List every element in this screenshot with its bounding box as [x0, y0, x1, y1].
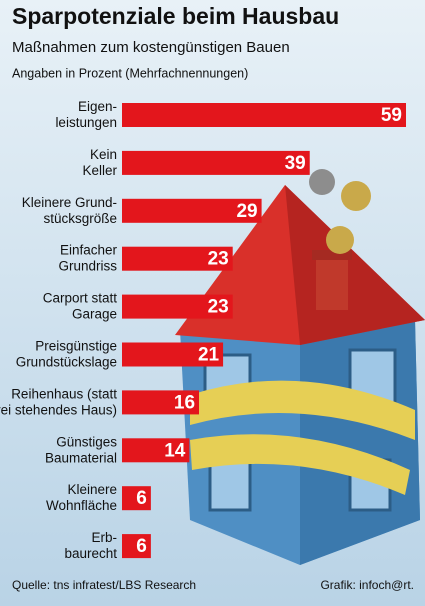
category-line: Baumaterial [45, 450, 117, 465]
category-line: Grundstückslage [16, 354, 117, 369]
value-label: 6 [136, 488, 147, 509]
category-line: Kein [90, 146, 117, 161]
value-label: 23 [208, 297, 229, 318]
category-line: stücksgröße [43, 210, 117, 225]
category-line: Garage [72, 306, 117, 321]
category-label: Eigen-leistungen [55, 99, 117, 130]
bar [122, 246, 233, 271]
category-label: Carport statt Garage [43, 290, 118, 321]
bar [122, 390, 200, 415]
category-line: Einfacher [60, 242, 118, 257]
bar [122, 486, 151, 511]
category-line: Preisgünstige [35, 338, 117, 353]
category-line: frei stehendes Haus) [0, 402, 117, 417]
value-label: 39 [285, 153, 306, 174]
category-line: Kleinere Grund- [22, 194, 117, 209]
value-label: 21 [198, 345, 220, 366]
bar [122, 438, 190, 463]
bar [122, 198, 262, 223]
value-label: 59 [381, 105, 402, 126]
bar [122, 150, 310, 175]
source: Quelle: tns infratest/LBS Research [12, 578, 196, 592]
chart-subtitle: Maßnahmen zum kostengünstigen Bauen [12, 39, 290, 56]
category-line: Kleinere [67, 482, 117, 497]
category-label: Einfacher Grundriss [58, 242, 117, 273]
category-line: Eigen- [78, 99, 117, 114]
category-line: Erb- [91, 530, 117, 545]
chart-note: Angaben in Prozent (Mehrfachnennungen) [12, 66, 248, 80]
category-label: Günstiges Baumaterial [45, 434, 117, 465]
category-line: Keller [82, 162, 117, 177]
bar [122, 342, 224, 367]
bar [122, 294, 233, 319]
category-line: leistungen [55, 115, 117, 130]
chart-title: Sparpotenziale beim Hausbau [12, 3, 339, 29]
category-line: Wohnfläche [46, 498, 117, 513]
category-line: Reihenhaus (statt [11, 386, 117, 401]
category-label: Kein Keller [82, 146, 117, 177]
category-label: Preisgünstige Grundstückslage [16, 338, 117, 369]
category-label: Kleinere Grund-stücksgröße [22, 194, 117, 225]
category-line: baurecht [64, 546, 117, 561]
house-illustration [175, 169, 425, 565]
category-label: Erb-baurecht [64, 530, 117, 561]
value-label: 29 [236, 201, 257, 222]
value-label: 14 [164, 440, 186, 461]
value-label: 23 [208, 249, 229, 270]
category-label: Reihenhaus (statt frei stehendes Haus) [0, 386, 117, 417]
bar [122, 103, 406, 127]
category-label: Kleinere Wohnfläche [46, 482, 117, 513]
value-label: 16 [174, 392, 195, 413]
category-line: Grundriss [58, 258, 117, 273]
credit: Grafik: infoch@rt. [320, 578, 414, 592]
bar [122, 534, 151, 559]
value-label: 6 [136, 536, 147, 557]
category-line: Günstiges [56, 434, 117, 449]
category-line: Carport statt [43, 290, 118, 305]
